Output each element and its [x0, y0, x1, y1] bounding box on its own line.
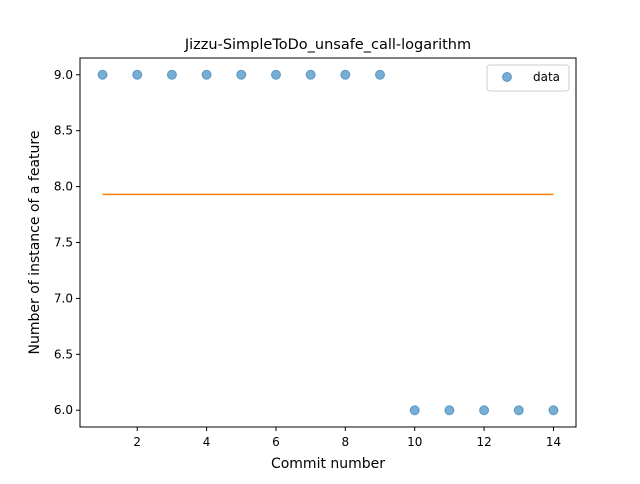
x-axis-label: Commit number — [271, 456, 385, 472]
y-tick-label: 7.5 — [54, 236, 73, 250]
y-axis-label: Number of instance of a feature — [27, 131, 43, 355]
legend: data — [486, 64, 570, 92]
y-tick-label: 8.0 — [54, 180, 73, 194]
x-tick-label: 10 — [407, 435, 422, 449]
data-point — [409, 405, 420, 416]
x-axis: 2 4 6 8 10 12 14 — [133, 427, 561, 449]
x-tick-label: 12 — [476, 435, 491, 449]
data-point — [132, 69, 143, 80]
data-point — [97, 69, 108, 80]
legend-marker — [502, 72, 512, 82]
y-tick-label: 6.5 — [54, 347, 73, 361]
data-point — [201, 69, 212, 80]
x-tick-label: 2 — [133, 435, 141, 449]
data-point — [548, 405, 559, 416]
y-tick-label: 9.0 — [54, 68, 73, 82]
y-axis: 6.0 6.5 7.0 7.5 8.0 8.5 9.0 — [54, 68, 80, 417]
data-point — [444, 405, 455, 416]
legend-box — [486, 64, 570, 92]
y-tick-label: 7.0 — [54, 291, 73, 305]
y-tick-label: 8.5 — [54, 124, 73, 138]
data-point — [166, 69, 177, 80]
data-point — [513, 405, 524, 416]
data-point — [270, 69, 281, 80]
data-point — [375, 69, 386, 80]
x-tick-label: 8 — [342, 435, 350, 449]
y-tick-label: 6.0 — [54, 403, 73, 417]
series-layer — [97, 69, 559, 416]
plot-area — [79, 57, 577, 428]
legend-label: data — [533, 70, 560, 84]
data-point — [305, 69, 316, 80]
data-point — [340, 69, 351, 80]
chart-title: Jizzu-SimpleToDo_unsafe_call-logarithm — [184, 37, 471, 53]
data-point — [479, 405, 490, 416]
data-point — [236, 69, 247, 80]
x-tick-label: 14 — [546, 435, 561, 449]
x-tick-label: 6 — [272, 435, 280, 449]
x-tick-label: 4 — [203, 435, 211, 449]
